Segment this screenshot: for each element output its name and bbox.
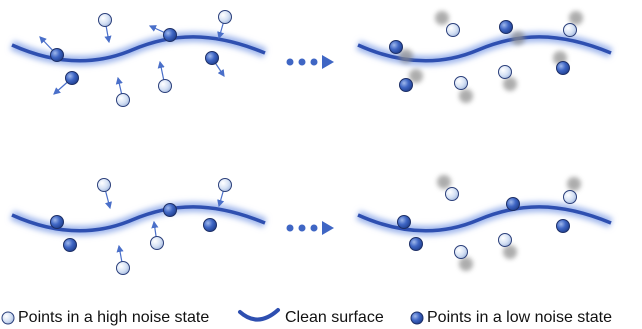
high-noise-point — [98, 179, 111, 192]
progress-dot — [287, 225, 294, 232]
progress-dot — [299, 59, 306, 66]
progress-dot — [287, 59, 294, 66]
point-shadow — [511, 31, 525, 45]
progress-arrow — [322, 221, 334, 235]
progress-dot — [311, 59, 318, 66]
low-noise-point — [206, 52, 219, 65]
panels — [12, 11, 611, 275]
high-noise-point — [499, 234, 512, 247]
low-noise-point — [66, 72, 79, 85]
high-noise-point — [159, 80, 172, 93]
high-noise-point — [219, 11, 232, 24]
point-shadow — [459, 89, 473, 103]
high-noise-point — [564, 191, 577, 204]
point-shadow — [503, 77, 517, 91]
legend-label: Points in a low noise state — [427, 309, 612, 326]
high-noise-point — [219, 179, 232, 192]
high-noise-point — [117, 94, 130, 107]
point-shadow — [437, 175, 451, 189]
progress-arrow — [322, 55, 334, 69]
high-noise-point — [117, 262, 130, 275]
high-noise-point — [455, 77, 468, 90]
clean-surface — [12, 207, 265, 231]
progress-dot — [299, 225, 306, 232]
point-shadow — [567, 177, 581, 191]
high-noise-point — [446, 188, 459, 201]
legend-low-noise-icon — [411, 312, 423, 324]
legend-high-noise-icon — [2, 312, 14, 324]
low-noise-point — [507, 198, 520, 211]
high-noise-point — [564, 24, 577, 37]
low-noise-point — [500, 21, 513, 34]
diagram: Points in a high noise state Clean surfa… — [0, 0, 642, 329]
low-noise-point — [204, 219, 217, 232]
clean-surface — [358, 207, 611, 231]
high-noise-point — [455, 246, 468, 259]
low-noise-point — [64, 239, 77, 252]
low-noise-point — [390, 41, 403, 54]
low-noise-point — [164, 204, 177, 217]
point-shadow — [503, 245, 517, 259]
low-noise-point — [557, 220, 570, 233]
low-noise-point — [398, 216, 411, 229]
low-noise-point — [557, 62, 570, 75]
low-noise-point — [164, 29, 177, 42]
high-noise-point — [447, 24, 460, 37]
low-noise-point — [51, 49, 64, 62]
progress-dot — [311, 225, 318, 232]
low-noise-point — [400, 79, 413, 92]
high-noise-point — [499, 66, 512, 79]
point-shadow — [459, 257, 473, 271]
low-noise-point — [51, 216, 64, 229]
point-shadow — [435, 11, 449, 25]
high-noise-point — [151, 237, 164, 250]
legend-label: Clean surface — [285, 309, 384, 326]
legend-surface-icon — [240, 310, 278, 320]
low-noise-point — [410, 238, 423, 251]
high-noise-point — [99, 14, 112, 27]
legend: Points in a high noise state Clean surfa… — [2, 309, 612, 326]
clean-surface — [12, 37, 265, 61]
point-shadow — [569, 11, 583, 25]
legend-label: Points in a high noise state — [18, 309, 209, 326]
